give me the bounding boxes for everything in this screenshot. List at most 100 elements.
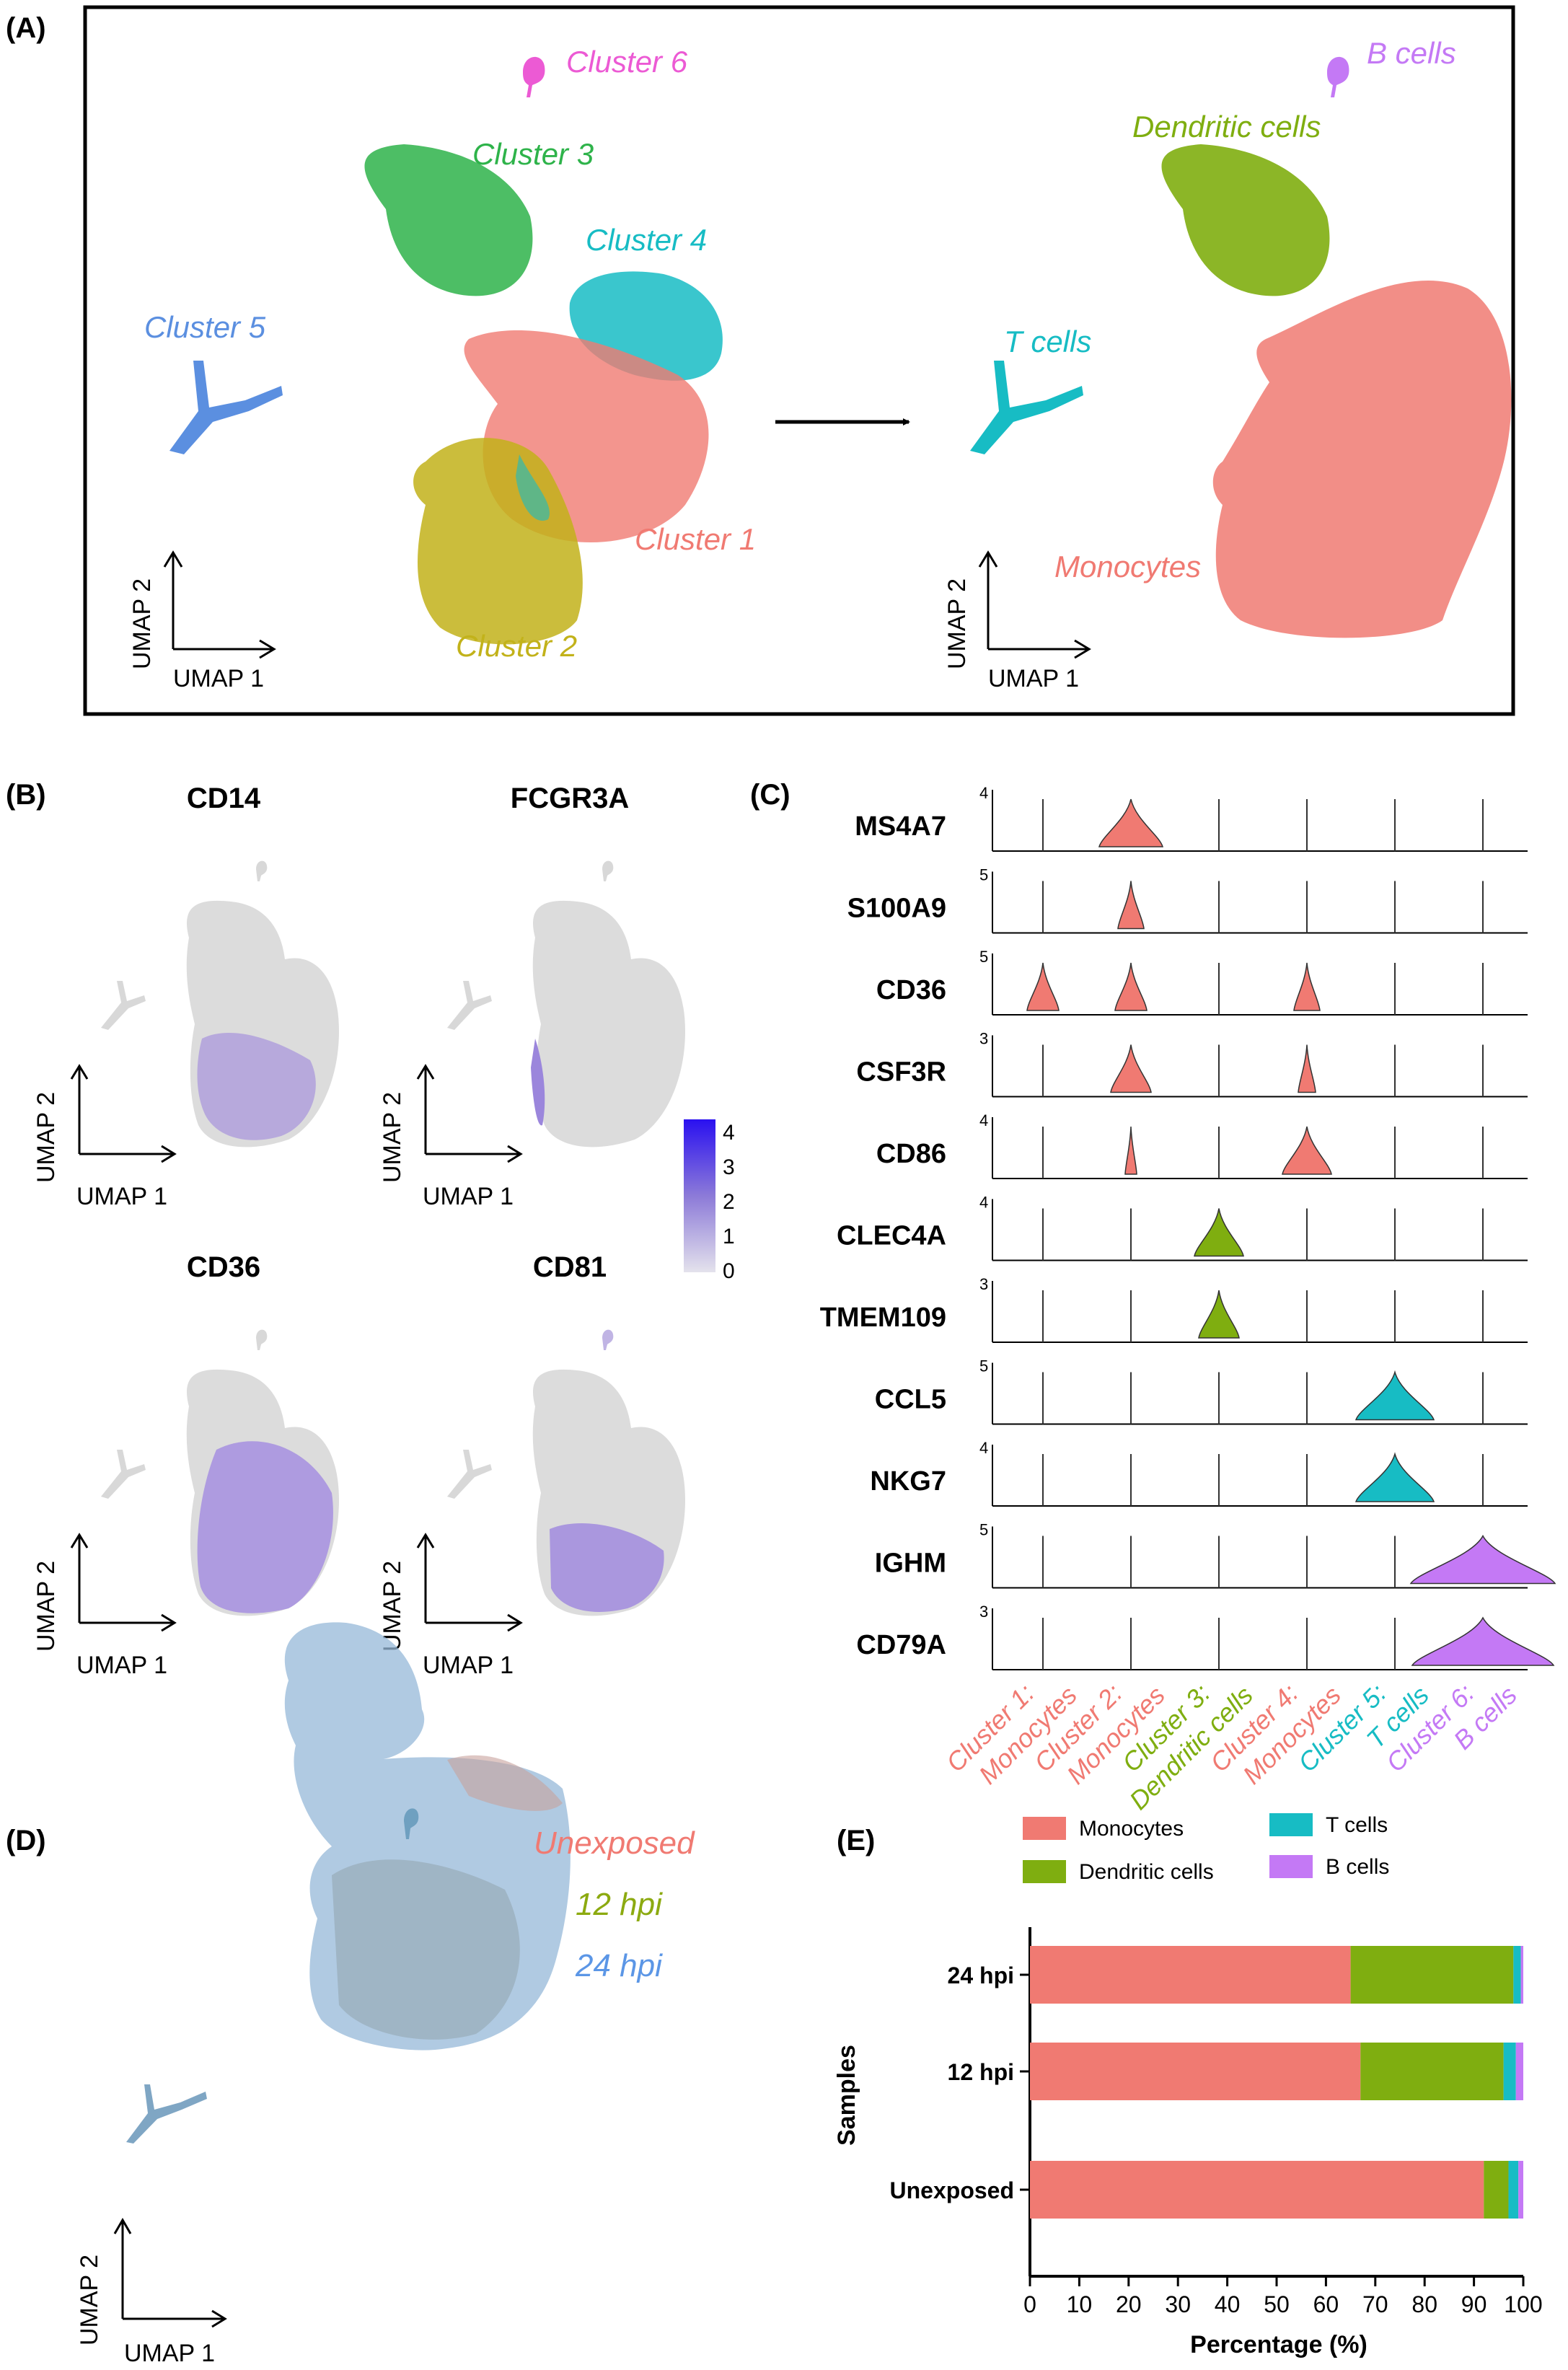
umap-tcell-arm [447,981,492,1030]
legend-label: T cells [1326,1813,1388,1837]
colorbar-tick: 1 [723,1225,735,1248]
expression-region [531,1039,545,1126]
violin-rows: MS4A7 4 S100A9 5 CD36 5 CSF3R 3 CD86 4 CLEC4A 4 TMEM… [820,784,1556,1670]
violin-max-tick: 5 [979,866,988,884]
legend-swatch [1023,1817,1066,1840]
x-tick-label: 90 [1461,2291,1487,2317]
violin-shape [1110,1044,1152,1093]
panel-a: (A) Cluster 3 Cluster 4 Cluster 5 Cluste… [6,5,1515,716]
expression-region [550,1523,664,1612]
colorbar-tick: 0 [723,1259,735,1283]
violin-gene-label: CD79A [856,1630,946,1660]
violin-shape [1355,1452,1435,1502]
x-tick-label: 40 [1215,2291,1241,2317]
panel-d: (D) Unexposed 12 hpi 24 hpi UMAP 1 UMAP … [6,1622,695,2367]
bar-segment [1360,2043,1504,2100]
label-cluster-4: Cluster 4 [586,223,707,257]
tcells-region [970,361,1083,454]
cluster-3-region [364,144,533,296]
violin-shape [1194,1208,1244,1257]
umap-bcell-tip [256,1329,268,1350]
legend-unexposed: Unexposed [534,1825,695,1861]
label-cluster-6: Cluster 6 [566,45,688,79]
monocytes-region [1212,281,1512,638]
label-monocytes: Monocytes [1054,550,1201,583]
umap-tcell-arm [101,1450,146,1499]
violin-gene-label: CLEC4A [837,1221,946,1251]
violin-max-tick: 4 [979,1194,988,1212]
violin-gene-label: S100A9 [847,894,946,924]
axis-x-label: UMAP 1 [423,1183,514,1210]
legend-label: Dendritic cells [1079,1860,1214,1884]
bar-segment [1520,1946,1523,2004]
chart-legend: Monocytes T cells Dendritic cells B cells [1023,1813,1389,1884]
umap-overlap-region [332,1859,520,2040]
y-tick-label: 12 hpi [948,2059,1014,2085]
legend-swatch [1269,1855,1313,1878]
chart-x-label: Percentage (%) [1190,2331,1367,2358]
feature-plot-cd81: CD81 UMAP 1 UMAP 2 [379,1251,685,1679]
colorbar-tick: 4 [723,1121,735,1145]
violin-max-tick: 5 [979,1521,988,1539]
colorbar: 4 3 2 1 0 [684,1119,735,1283]
umap-tcell-arm [126,2084,207,2144]
violin-row: IGHM 5 [875,1521,1556,1589]
violin-row: MS4A7 4 [855,784,1528,852]
colorbar-gradient [684,1119,715,1272]
umap-tcell-arm [447,1450,492,1499]
umap-bcell-tip [404,1808,419,1839]
violin-shape [1124,1126,1137,1175]
axis-y-label: UMAP 2 [76,2255,103,2345]
axis-x-label: UMAP 1 [76,1652,167,1679]
violin-max-tick: 4 [979,1111,988,1129]
panel-c: (C) MS4A7 4 S100A9 5 CD36 5 CSF3R 3 CD86 4 CLEC4A 4… [750,779,1556,1815]
x-tick-label: 10 [1067,2291,1093,2317]
violin-row: CD36 5 [876,948,1528,1016]
violin-shape [1409,1534,1556,1585]
bar-segment [1030,2043,1361,2100]
legend-swatch [1269,1813,1313,1836]
label-cluster-2: Cluster 2 [456,629,577,663]
label-bcells: B cells [1367,36,1456,70]
violin-row: TMEM109 3 [820,1275,1528,1343]
x-tick-label: 70 [1362,2291,1388,2317]
violin-gene-label: IGHM [875,1549,946,1579]
panel-e-label: (E) [837,1825,875,1856]
axis-y-label: UMAP 2 [379,1092,406,1183]
cluster-2-region [413,438,583,645]
bar-segment [1503,2043,1516,2100]
bar-segment [1508,2161,1519,2219]
violin-shape [1198,1290,1240,1339]
x-tick-label: 30 [1165,2291,1191,2317]
stacked-bar-chart: 0 10 20 30 40 50 60 70 80 90 100 24 hpi 12 hpi Unexpo… [890,1927,1543,2317]
axis-x-label: UMAP 1 [423,1652,514,1679]
violin-row: CLEC4A 4 [837,1194,1528,1261]
cluster-6-region [523,56,545,97]
violin-gene-label: CD36 [876,975,946,1005]
expression-region [197,1441,333,1613]
violin-shape [1117,881,1145,930]
violin-max-tick: 5 [979,948,988,966]
violin-max-tick: 5 [979,1357,988,1375]
gene-title: FCGR3A [511,783,629,814]
panel-b: (B) CD14 UMAP 1 UMAP 2 FCGR3A UMAP 1 [6,779,735,1679]
umap-bcell-tip [602,1329,614,1350]
violin-row: CSF3R 3 [856,1030,1528,1098]
violin-max-tick: 3 [979,1275,988,1293]
umap-axes-a-right: UMAP 1 UMAP 2 [943,550,1091,692]
colorbar-tick: 2 [723,1190,735,1214]
violin-row: CCL5 5 [875,1357,1528,1425]
legend-swatch [1023,1860,1066,1883]
label-tcells: T cells [1004,325,1091,358]
bar-segment [1484,2161,1509,2219]
umap-axes-a-left: UMAP 1 UMAP 2 [128,550,276,692]
umap-unexposed-region [447,1755,563,1811]
violin-gene-label: MS4A7 [855,811,946,842]
label-cluster-3: Cluster 3 [472,137,594,171]
panel-a-frame [83,5,1515,716]
axis-y-label: UMAP 2 [32,1561,60,1652]
x-tick-label: 50 [1264,2291,1290,2317]
panel-c-label: (C) [750,779,790,811]
violin-gene-label: NKG7 [870,1466,946,1497]
